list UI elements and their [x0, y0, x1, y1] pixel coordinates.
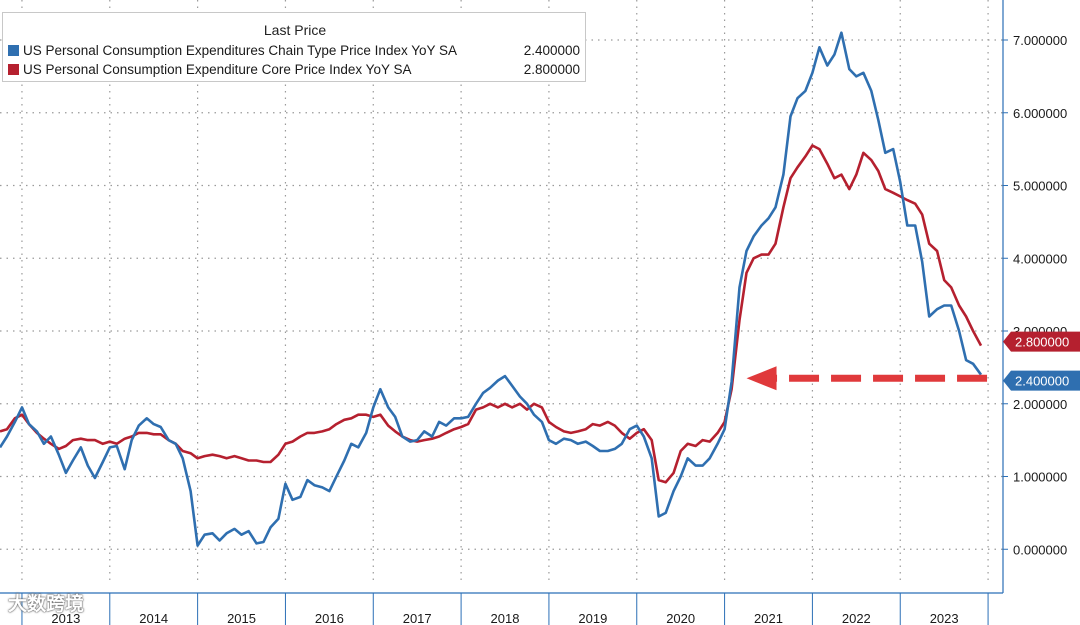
x-tick-label: 2021 [754, 611, 783, 625]
badge-shape [1003, 331, 1080, 352]
x-tick-label: 2017 [403, 611, 432, 625]
y-tick-label: 1.000000 [1013, 470, 1067, 485]
x-tick-label: 2013 [51, 611, 80, 625]
badge-label: 2.400000 [1015, 374, 1069, 389]
legend-value-pce: 2.400000 [523, 43, 580, 58]
legend-label-pce: US Personal Consumption Expenditures Cha… [23, 43, 458, 58]
y-tick-label: 0.000000 [1013, 542, 1067, 557]
x-tick-label: 2014 [139, 611, 168, 625]
y-tick-label: 6.000000 [1013, 106, 1067, 121]
badge-label: 2.800000 [1015, 335, 1069, 350]
series-lines [0, 31, 983, 547]
legend-entry-core: US Personal Consumption Expenditure Core… [8, 61, 580, 79]
tick-labels: 0.0000001.0000002.0000003.0000004.000000… [51, 33, 1067, 625]
x-tick-label: 2016 [315, 611, 344, 625]
y-tick-label: 5.000000 [1013, 179, 1067, 194]
gridlines [0, 0, 1003, 582]
legend-entry-pce: US Personal Consumption Expenditures Cha… [8, 42, 580, 60]
legend: Last Price US Personal Consumption Expen… [2, 12, 586, 82]
legend-label-core: US Personal Consumption Expenditure Core… [23, 62, 412, 77]
x-tick-label: 2022 [842, 611, 871, 625]
legend-swatch-core [8, 63, 19, 75]
legend-title: Last Price [263, 22, 327, 38]
badge-core: 2.800000 [1003, 331, 1080, 352]
watermark: 大数跨境 [8, 594, 85, 615]
x-tick-label: 2023 [930, 611, 959, 625]
x-tick-label: 2019 [578, 611, 607, 625]
series-line-pce [0, 31, 983, 547]
legend-value-core: 2.800000 [523, 62, 580, 77]
axes [0, 0, 1008, 625]
badge-pce: 2.400000 [1003, 370, 1080, 391]
x-tick-label: 2018 [491, 611, 520, 625]
annotation-arrow [746, 366, 988, 391]
y-tick-label: 2.000000 [1013, 397, 1067, 412]
badge-shape [1003, 370, 1080, 391]
legend-swatch-pce [8, 44, 19, 56]
arrow-head-icon [746, 366, 777, 391]
y-tick-label: 7.000000 [1013, 33, 1067, 48]
x-tick-label: 2020 [666, 611, 695, 625]
x-tick-label: 2015 [227, 611, 256, 625]
y-tick-label: 4.000000 [1013, 251, 1067, 266]
series-line-core [0, 144, 983, 484]
last-value-badges: 2.400000 2.800000 [1003, 331, 1080, 391]
